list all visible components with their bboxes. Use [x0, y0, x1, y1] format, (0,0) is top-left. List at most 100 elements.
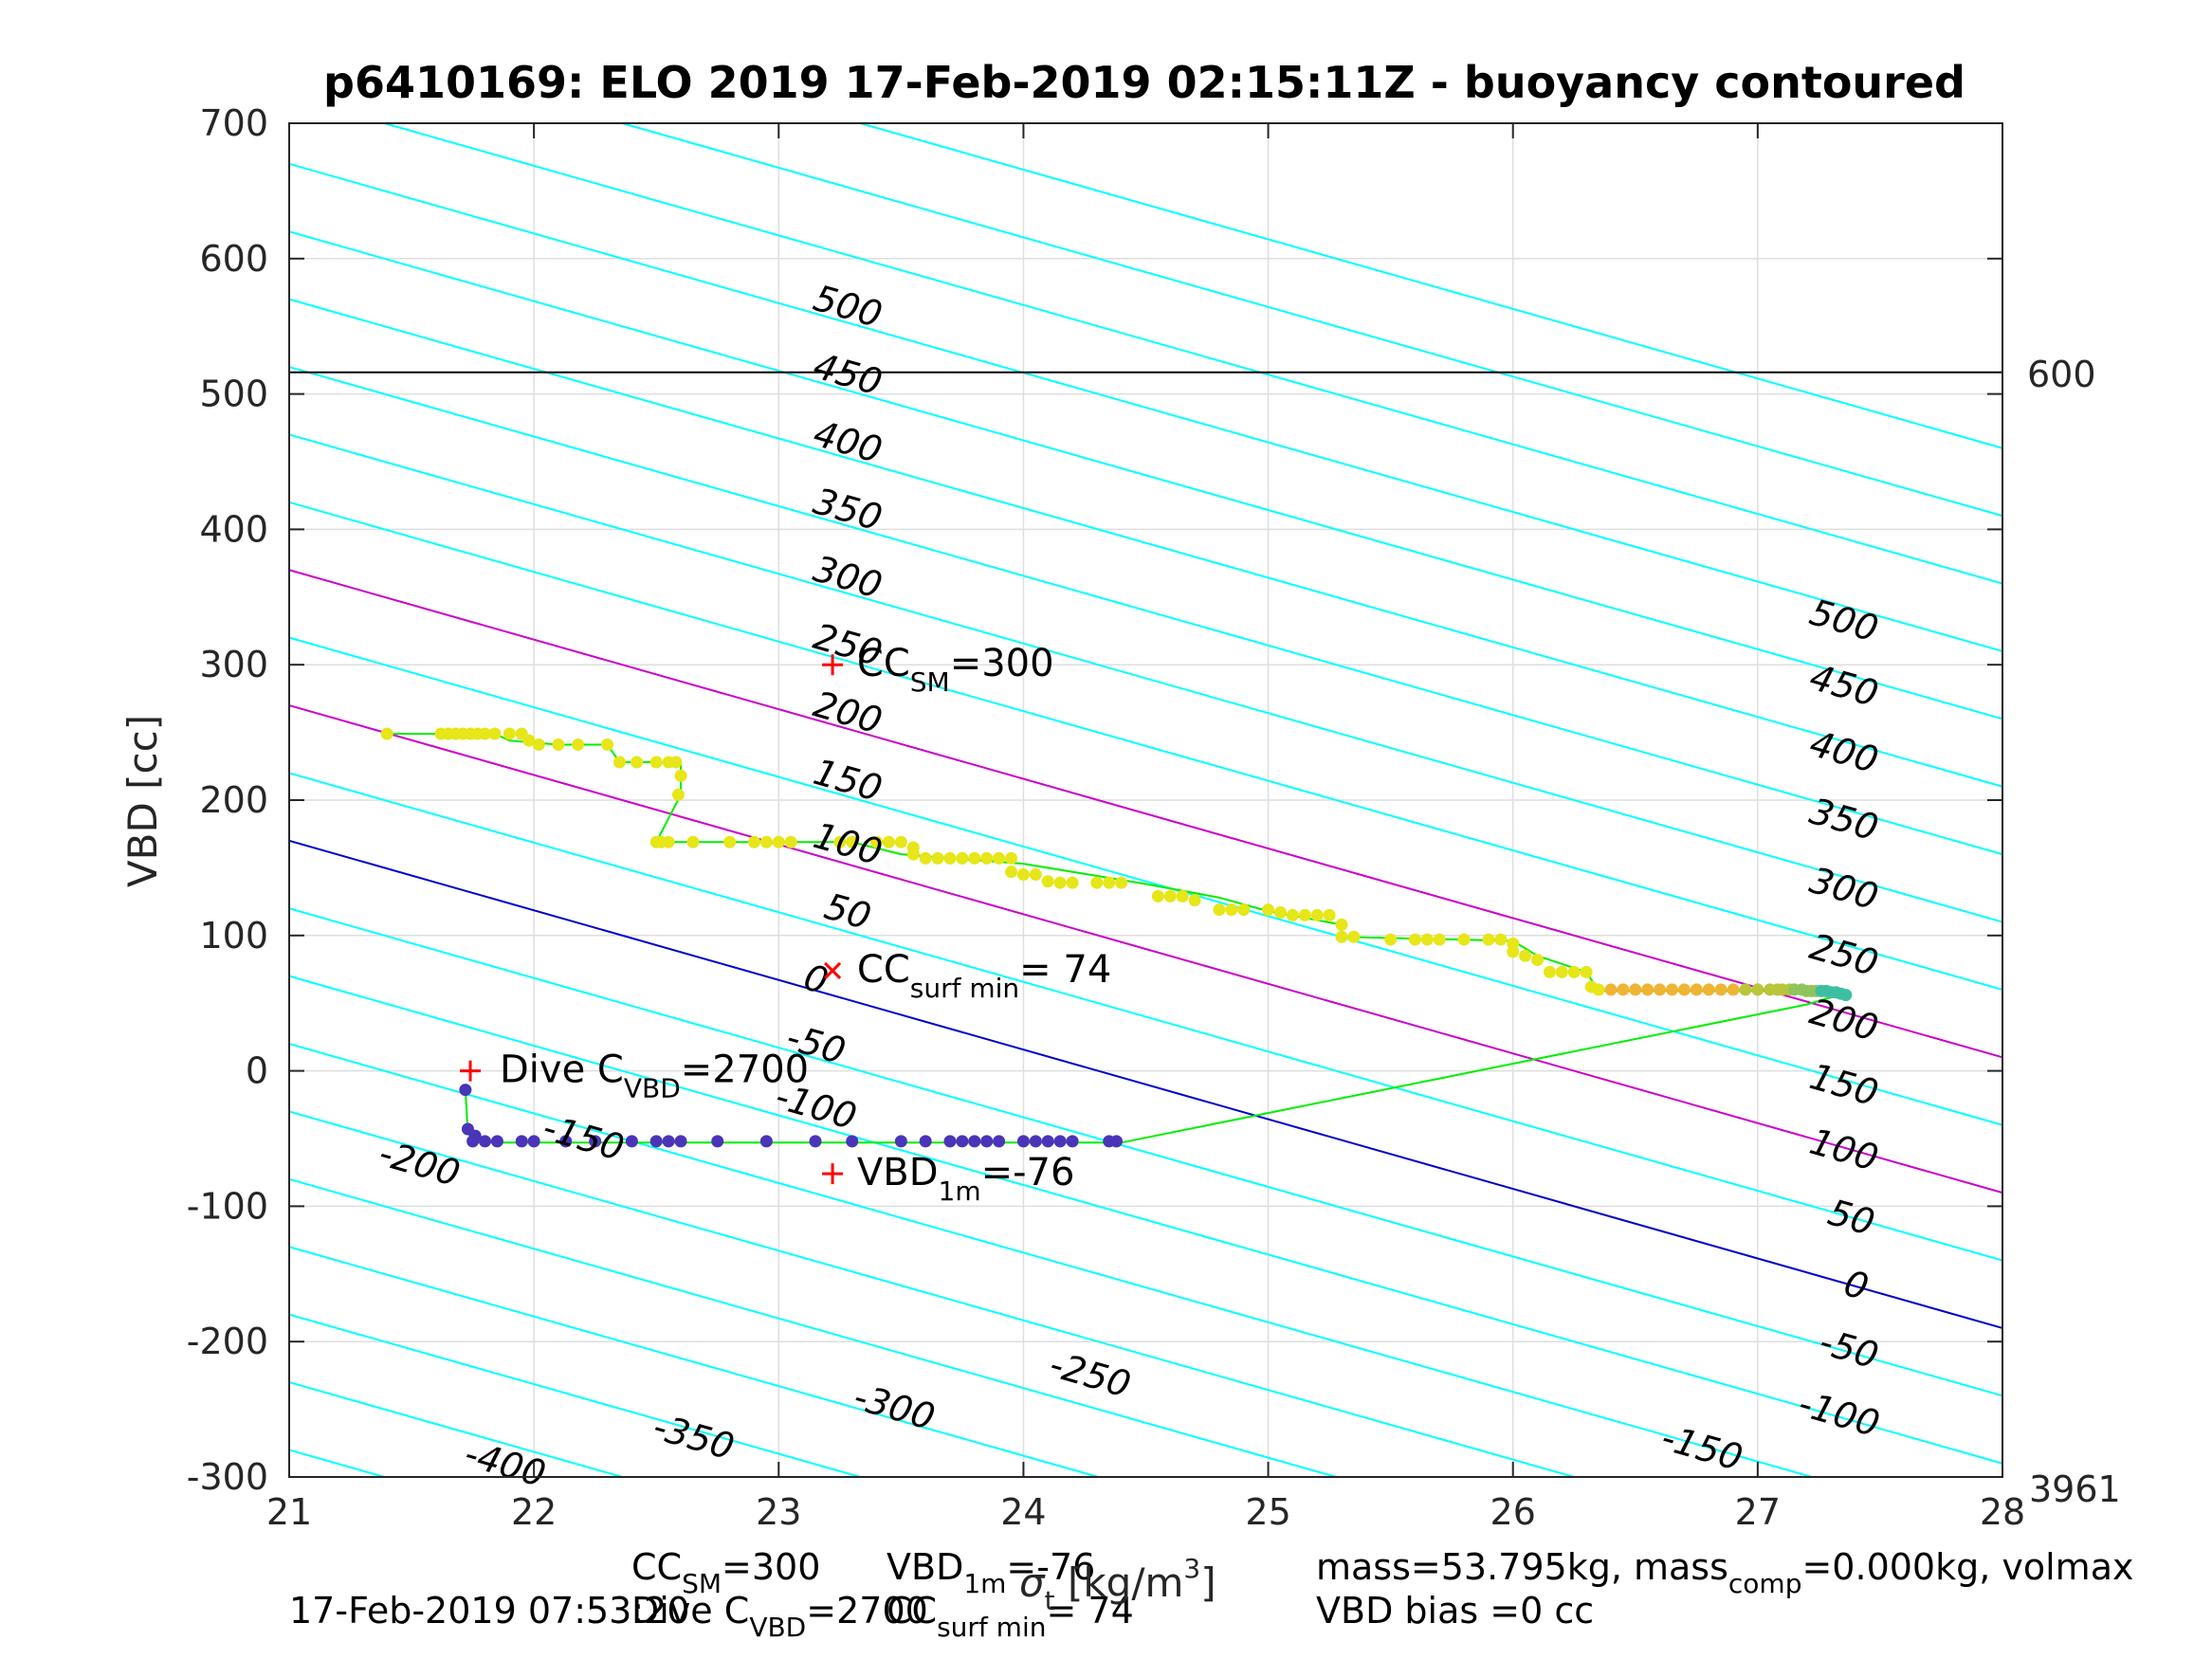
y-tick-labels: -300 -200 -100 0 100 200 300 400 500 600 700	[187, 102, 268, 1498]
contour-line--350	[288, 1313, 861, 1478]
contour-line-450	[288, 230, 2003, 720]
data-point	[662, 1135, 675, 1148]
data-point	[649, 756, 663, 769]
data-point	[1457, 933, 1471, 946]
x-tick-labels: 21 22 23 24 25 26 27 28	[266, 1491, 2025, 1533]
data-point	[919, 851, 932, 865]
x-tick-label: 24	[1000, 1491, 1046, 1533]
data-point	[490, 1135, 503, 1148]
data-point	[747, 835, 760, 848]
data-point	[968, 851, 981, 865]
data-point	[759, 835, 773, 848]
data-point	[993, 851, 1006, 865]
y-tick-label: 400	[199, 508, 268, 550]
data-point	[1629, 983, 1642, 996]
data-point	[380, 727, 393, 740]
contour-line-400	[288, 298, 2003, 788]
data-point	[1507, 945, 1520, 958]
data-point	[466, 1135, 480, 1148]
footer-vbd-bias: VBD bias =0 cc	[1316, 1590, 1594, 1632]
data-point	[1053, 1135, 1067, 1148]
contour-line-650	[860, 122, 2003, 449]
contour-line-350	[288, 366, 2003, 856]
data-point	[723, 835, 737, 848]
data-point	[1115, 876, 1128, 889]
data-point	[1641, 983, 1654, 996]
data-point	[759, 1135, 773, 1148]
x-tick-label: 23	[756, 1491, 801, 1533]
contour-line-300	[288, 433, 2003, 923]
data-point	[1066, 876, 1079, 889]
x-tick-label: 27	[1735, 1491, 1781, 1533]
y-tick-label: 0	[246, 1050, 268, 1092]
x-tick-label: 21	[266, 1491, 312, 1533]
data-point	[1323, 908, 1336, 921]
data-point	[1714, 983, 1728, 996]
data-point	[1408, 933, 1421, 946]
footer-date: 17-Feb-2019 07:53:20	[289, 1590, 690, 1632]
data-point	[772, 835, 785, 848]
data-point	[809, 1135, 822, 1148]
data-point	[1103, 876, 1116, 889]
data-point	[515, 1135, 528, 1148]
data-point	[846, 835, 859, 848]
contour-line-200	[288, 569, 2003, 1059]
contour-line-100	[288, 704, 2003, 1194]
data-point	[1739, 983, 1752, 996]
annotations: CCSM=300 CCsurf min= 74 Dive CVBD=2700 VBD1…	[500, 642, 1111, 1207]
markers	[460, 654, 844, 1185]
data-point	[671, 788, 685, 801]
y-tick-label: 500	[199, 374, 268, 415]
data-point	[1016, 868, 1030, 882]
y-tick-label: 300	[199, 644, 268, 685]
data-point	[919, 1135, 932, 1148]
plus-marker	[822, 654, 844, 676]
contour-line--100	[288, 975, 2003, 1465]
data-point	[1482, 933, 1495, 946]
annotation-label: CCsurf min= 74	[857, 948, 1111, 1004]
data-points	[380, 727, 1853, 1148]
data-point	[479, 1135, 492, 1148]
data-point	[1494, 933, 1508, 946]
data-point	[1066, 1135, 1079, 1148]
data-point	[1029, 1135, 1042, 1148]
contour-line--400	[288, 1381, 623, 1478]
data-point	[1213, 903, 1226, 917]
data-point	[589, 1135, 602, 1148]
data-point	[522, 734, 536, 747]
data-point	[601, 738, 614, 751]
data-point	[846, 1135, 859, 1148]
plus-marker	[822, 1163, 844, 1185]
data-point	[1090, 876, 1104, 889]
contour-line-0	[288, 839, 2003, 1329]
x-axis-label: σt [kg/m3]	[1019, 1553, 1216, 1616]
contour-line--300	[288, 1246, 1099, 1478]
y-tick-label: 600	[199, 238, 268, 280]
data-point	[968, 1135, 981, 1148]
x-tick-label: 22	[511, 1491, 557, 1533]
data-point	[488, 727, 502, 740]
data-point	[1176, 889, 1189, 902]
data-point	[1580, 965, 1593, 978]
data-point	[1041, 875, 1054, 888]
x-tick-label: 28	[1980, 1491, 2025, 1533]
data-point	[1335, 918, 1348, 931]
data-point	[980, 851, 994, 865]
data-point	[1604, 983, 1618, 996]
data-point	[956, 851, 969, 865]
y-tick-label: 700	[199, 102, 268, 144]
data-point	[532, 738, 545, 751]
data-point	[1567, 965, 1581, 978]
data-point	[625, 1135, 638, 1148]
data-point	[906, 848, 920, 861]
data-point	[1298, 908, 1311, 921]
data-point	[711, 1135, 724, 1148]
data-point	[1237, 903, 1251, 917]
data-point	[1433, 933, 1446, 946]
data-point	[1677, 983, 1691, 996]
footer-cc-sm: CCSM=300	[631, 1546, 820, 1599]
data-point	[459, 1084, 472, 1097]
data-point	[669, 756, 683, 769]
x-tick-label: 26	[1490, 1491, 1536, 1533]
data-point	[503, 727, 516, 740]
